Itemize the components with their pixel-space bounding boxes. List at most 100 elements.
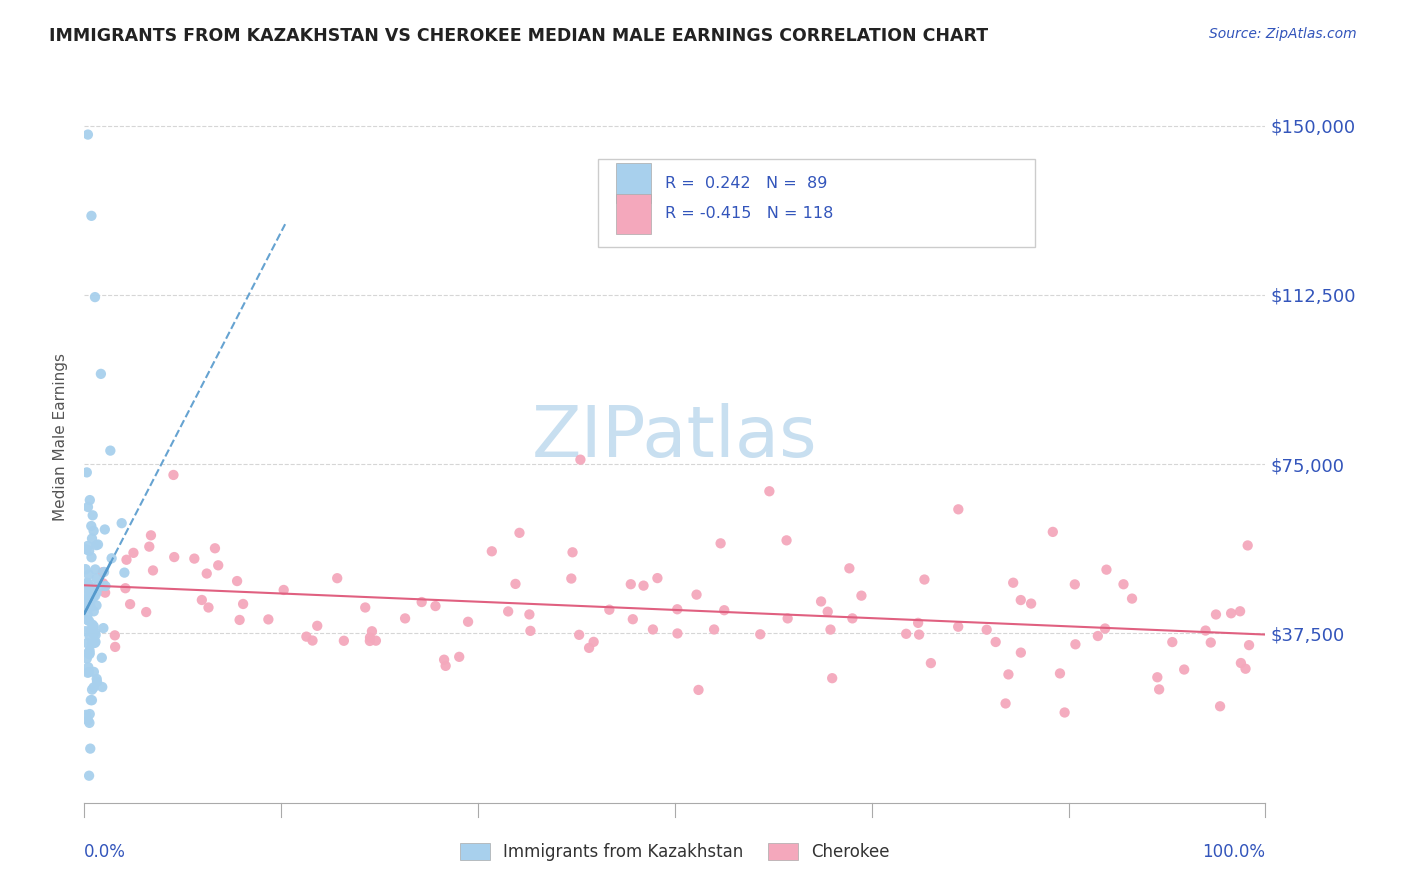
Point [75,562,97,576]
Point [232,597,254,611]
Point [394,611,416,625]
Point [83,524,105,538]
Point [1063,577,1085,591]
Point [560,572,582,586]
Point [90,650,112,665]
Point [84,589,107,603]
Point [79,583,101,598]
Bar [616,163,651,203]
Point [1112,577,1135,591]
Point [84,628,107,642]
Point [100,551,122,566]
Point [1002,575,1025,590]
Point [122,546,145,560]
Point [75,582,97,596]
Point [79,715,101,730]
Point [1209,699,1232,714]
Point [1042,524,1064,539]
Point [364,633,387,648]
Point [1094,622,1116,636]
Point [197,600,219,615]
Point [1205,607,1227,622]
Point [82,508,104,523]
Point [817,605,839,619]
Point [138,540,160,554]
Point [80,591,103,605]
Point [257,612,280,626]
Point [1049,666,1071,681]
Point [94,523,117,537]
Point [115,553,138,567]
Point [93,621,115,635]
Point [87,537,110,551]
Point [295,630,318,644]
Point [183,551,205,566]
Point [79,599,101,614]
Point [77,567,100,582]
Point [112,566,135,580]
Point [647,571,669,585]
Point [93,565,115,579]
Point [79,647,101,661]
Bar [616,194,651,234]
Point [505,577,527,591]
Point [519,607,541,622]
Point [1095,563,1118,577]
Point [77,660,100,674]
Point [90,579,112,593]
Point [1236,538,1258,552]
Point [1053,706,1076,720]
Point [191,593,214,607]
Point [620,577,643,591]
Point [666,626,689,640]
Point [82,617,104,632]
Point [75,542,97,557]
Point [1161,635,1184,649]
Point [449,649,471,664]
Point [163,550,186,565]
Point [76,607,98,622]
Point [83,636,105,650]
Point [204,541,226,556]
Point [83,681,105,695]
Point [82,591,104,605]
Point [997,667,1019,681]
Point [77,544,100,558]
Point [561,545,583,559]
Point [425,599,447,613]
Point [578,640,600,655]
Point [838,561,860,575]
Point [976,623,998,637]
Point [139,528,162,542]
Point [79,646,101,660]
Point [98,443,121,458]
Point [621,612,644,626]
Point [1146,670,1168,684]
Point [86,674,108,689]
Point [361,624,384,639]
Point [111,516,134,531]
Point [519,624,541,638]
Text: 0.0%: 0.0% [84,843,127,861]
Point [1220,607,1243,621]
Point [91,576,114,591]
Point [80,532,103,546]
Point [80,550,103,565]
Point [80,637,103,651]
Point [79,741,101,756]
Point [86,571,108,585]
Point [984,635,1007,649]
Point [91,566,114,580]
FancyBboxPatch shape [598,159,1035,247]
Point [84,562,107,576]
Point [666,602,689,616]
Point [90,367,112,381]
Point [457,615,479,629]
Text: Source: ZipAtlas.com: Source: ZipAtlas.com [1209,27,1357,41]
Point [76,466,98,480]
Point [1147,682,1170,697]
Point [77,576,100,591]
Point [75,596,97,610]
Point [307,619,329,633]
Point [907,615,929,630]
